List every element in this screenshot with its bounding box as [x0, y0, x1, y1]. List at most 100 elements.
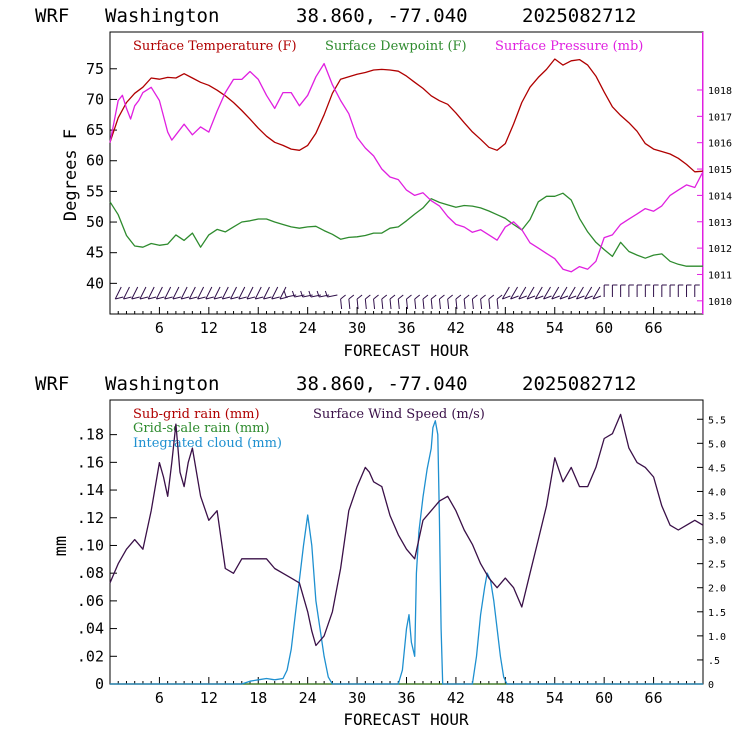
bottom-series [109, 413, 704, 685]
pressure-line [109, 62, 704, 273]
wind-barb [373, 294, 379, 310]
x-tick-label: 12 [200, 689, 218, 707]
bottom-x-ticks: 6 12 18 24 30 36 42 48 54 60 66 [117, 677, 696, 707]
y-tick-label: 45 [86, 244, 104, 262]
wind-barb [230, 286, 239, 300]
wind-barb [496, 294, 503, 310]
temperature-line [109, 58, 704, 173]
x-tick-label: 48 [496, 689, 514, 707]
bottom-title: WRF Washington 38.860, -77.040 202508271… [35, 373, 636, 395]
wind-barb [526, 286, 536, 300]
precip-panel: WRF Washington 38.860, -77.040 202508271… [35, 373, 726, 729]
top-y-ticks: 40 45 50 55 60 65 70 75 [86, 60, 117, 292]
wind-barb [308, 290, 322, 298]
temperature-panel: WRF Washington 38.860, -77.040 202508271… [35, 5, 732, 360]
top-series [109, 58, 704, 273]
wind-barb [397, 294, 404, 310]
wind-barb [438, 294, 445, 310]
y2-tick-label: 1011 [708, 270, 732, 281]
wind-barb [518, 286, 527, 300]
wind-barb [324, 290, 338, 298]
y-tick-label: .18 [77, 426, 104, 444]
x-tick-label: 24 [299, 319, 317, 337]
legend-dewpoint: Surface Dewpoint (F) [325, 39, 467, 54]
wind-barb [576, 286, 585, 300]
wind-barb [381, 294, 388, 310]
wind-barb [447, 294, 453, 310]
top-plot-frame [109, 31, 704, 315]
wind-barbs [114, 284, 700, 310]
wind-barb [480, 294, 486, 310]
wind-barb [300, 290, 313, 298]
bottom-x-axis-label: FORECAST HOUR [343, 710, 469, 729]
y2-tick-label: 1013 [708, 218, 732, 229]
y2-tick-label: 1017 [708, 112, 732, 123]
wind-barb [364, 294, 371, 310]
y-tick-label: 75 [86, 60, 104, 78]
legend-subgrid-rain: Sub-grid rain (mm) [133, 407, 260, 422]
y2-tick-label: 1015 [708, 165, 732, 176]
y-tick-label: .14 [77, 481, 104, 499]
wind-barb [406, 294, 412, 310]
y-tick-label: 70 [86, 90, 104, 108]
bottom-y-ticks: 0 .02 .04 .06 .08 .10 .12 .14 .16 .18 [77, 426, 117, 693]
wind-barb [543, 286, 552, 300]
wind-barb [221, 286, 231, 300]
wind-barb [488, 294, 495, 310]
wind-barb [356, 294, 363, 310]
y-tick-label: 65 [86, 121, 104, 139]
top-title: WRF Washington 38.860, -77.040 202508271… [35, 5, 636, 27]
wind-barb [620, 284, 626, 297]
wind-barb [155, 286, 165, 300]
wind-barb [283, 290, 297, 298]
bottom-title-model: WRF [35, 373, 69, 395]
x-tick-label: 12 [200, 319, 218, 337]
x-tick-label: 18 [249, 689, 267, 707]
wind-barb [389, 294, 396, 310]
y2-tick-label: 1010 [708, 297, 732, 308]
wind-barb [180, 286, 190, 300]
top-title-coords: 38.860, -77.040 [296, 5, 468, 27]
wind-barb [246, 286, 256, 300]
y2-tick-label: 1.5 [708, 608, 726, 619]
y2-tick-label: 0 [708, 680, 714, 691]
y-tick-label: 60 [86, 152, 104, 170]
y-tick-label: .04 [77, 620, 104, 638]
bottom-title-location: Washington [105, 373, 219, 395]
y-tick-label: 55 [86, 182, 104, 200]
x-tick-label: 54 [546, 689, 564, 707]
top-y-axis-label: Degrees F [61, 129, 81, 221]
y2-tick-label: 4.5 [708, 463, 726, 474]
integrated-cloud-line [110, 420, 703, 685]
y2-tick-label: 3.0 [708, 536, 726, 547]
wind-barb [164, 286, 173, 300]
x-tick-label: 18 [249, 319, 267, 337]
wind-barb [213, 286, 223, 300]
y-tick-label: 40 [86, 274, 104, 292]
wind-barb [644, 284, 651, 297]
x-tick-label: 36 [397, 689, 415, 707]
y2-tick-label: 4.0 [708, 487, 726, 498]
legend-temperature: Surface Temperature (F) [133, 39, 297, 54]
bottom-title-run: 2025082712 [522, 373, 636, 395]
top-x-axis-label: FORECAST HOUR [343, 341, 469, 360]
wind-barb [414, 294, 421, 310]
bottom-y-axis-label: mm [51, 536, 71, 556]
wind-barb [172, 286, 182, 300]
wind-barb [123, 286, 132, 300]
top-title-model: WRF [35, 5, 69, 27]
wind-barb [131, 286, 140, 300]
y-tick-label: 0 [95, 675, 104, 693]
top-y2-ticks: 1010 1011 1012 1013 1014 1015 1016 1017 1018 [697, 86, 732, 308]
legend-gridscale-rain: Grid-scale rain (mm) [133, 421, 270, 436]
wind-barb [636, 284, 643, 297]
top-legend: Surface Temperature (F) Surface Dewpoint… [133, 39, 643, 54]
y2-tick-label: 2.0 [708, 584, 726, 595]
wind-barb [197, 286, 206, 300]
y2-tick-label: 5.5 [708, 415, 726, 426]
x-tick-label: 24 [299, 689, 317, 707]
wind-barb [677, 284, 684, 297]
x-tick-label: 60 [595, 319, 613, 337]
wind-barb [188, 286, 198, 300]
y2-tick-label: 3.5 [708, 512, 726, 523]
